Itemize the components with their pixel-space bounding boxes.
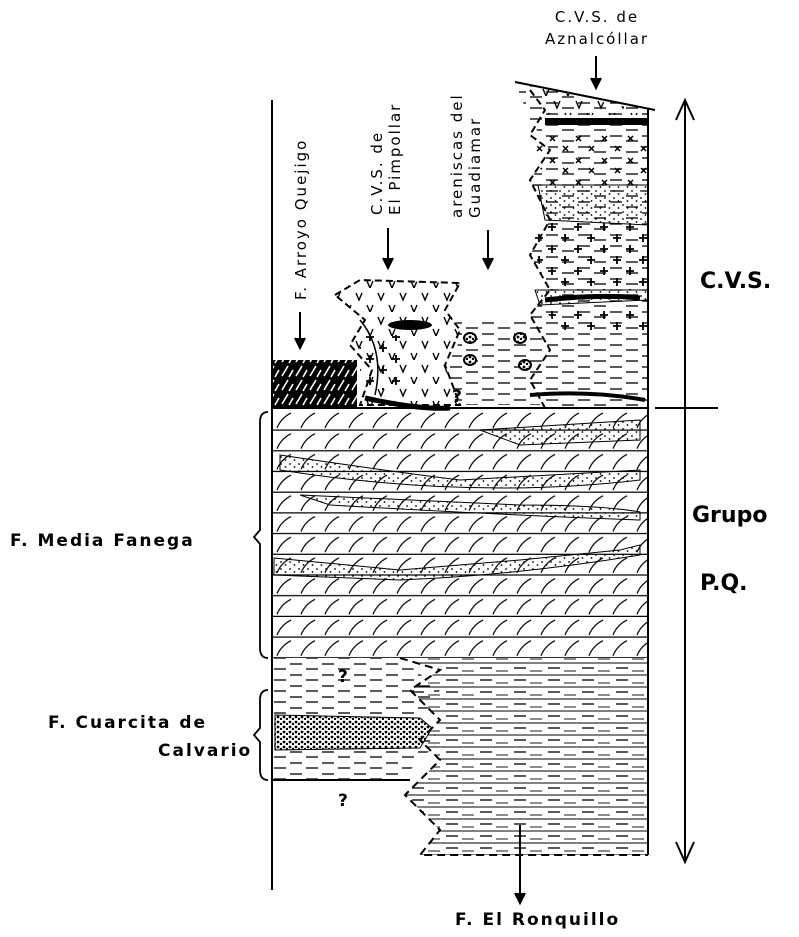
stratigraphic-column: C.V.S. de Aznalcóllar F. Arroyo Quejigo …: [0, 0, 799, 937]
drawing-shape: [254, 690, 268, 780]
drawing-shape: [545, 118, 648, 125]
label: El Pimpollar: [386, 103, 404, 215]
question-mark: ?: [338, 667, 350, 687]
label: Guadiamar: [466, 117, 484, 218]
drawing-shape: [483, 258, 493, 268]
drawing-shape: [519, 360, 531, 370]
label: areniscas del: [448, 93, 466, 218]
drawing-shape: [360, 335, 400, 390]
label: C.V.S. de: [368, 131, 386, 215]
drawing-shape: [272, 410, 648, 658]
drawing-shape: [545, 310, 648, 330]
label: F. Cuarcita de: [48, 713, 207, 733]
question-mark: ?: [452, 387, 464, 407]
label: C.V.S. de: [555, 8, 639, 26]
drawing-shape: [515, 893, 525, 903]
drawing-shape: [535, 130, 648, 185]
label: F. El Ronquillo: [455, 910, 620, 930]
drawing-shape: [514, 333, 526, 343]
question-mark: ?: [338, 791, 350, 811]
drawing-shape: [464, 355, 476, 365]
label: Calvario: [158, 741, 252, 761]
drawing-shape: [535, 220, 648, 290]
drawing-shape: [275, 715, 432, 750]
label: Grupo: [692, 503, 767, 528]
label: F. Media Fanega: [10, 531, 195, 551]
page: C.V.S. de Aznalcóllar F. Arroyo Quejigo …: [0, 0, 799, 937]
label: C.V.S.: [700, 269, 771, 294]
column-drawing: [254, 56, 718, 903]
drawing-shape: [388, 320, 432, 330]
drawing-shape: [272, 360, 357, 408]
drawing-shape: [464, 333, 476, 343]
label: Aznalcóllar: [545, 30, 649, 48]
drawing-shape: [591, 78, 601, 88]
label: F. Arroyo Quejigo: [292, 139, 310, 300]
drawing-shape: [383, 258, 393, 268]
label: P.Q.: [700, 571, 748, 596]
drawing-shape: [254, 412, 268, 658]
drawing-shape: [295, 338, 305, 348]
drawing-shape: [538, 185, 648, 225]
